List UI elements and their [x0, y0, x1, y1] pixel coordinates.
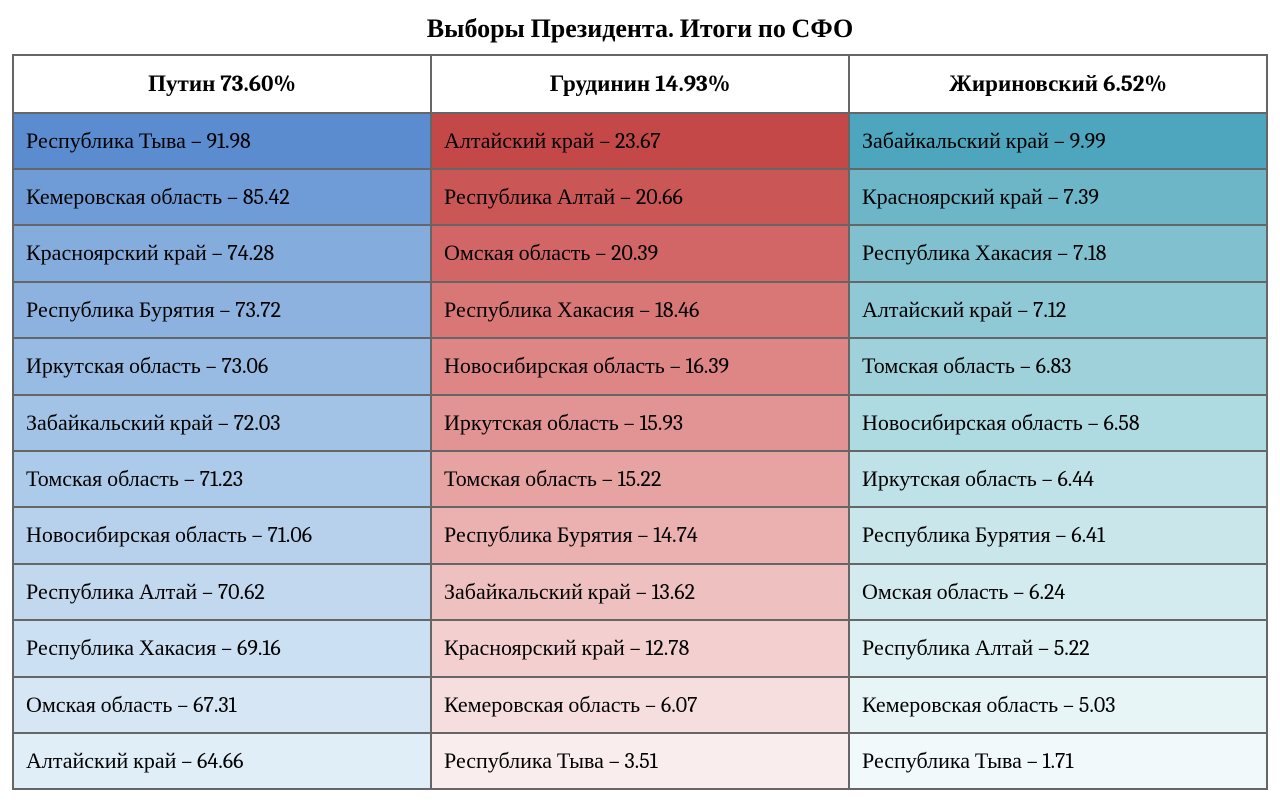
table-cell: Республика Тыва – 1.71	[849, 733, 1267, 789]
table-cell: Томская область – 15.22	[431, 451, 849, 507]
table-row: Новосибирская область – 71.06Республика …	[13, 507, 1267, 563]
table-cell: Республика Бурятия – 73.72	[13, 282, 431, 338]
table-cell: Томская область – 6.83	[849, 338, 1267, 394]
table-cell: Алтайский край – 23.67	[431, 113, 849, 169]
table-cell: Республика Бурятия – 6.41	[849, 507, 1267, 563]
table-cell: Республика Алтай – 20.66	[431, 169, 849, 225]
col-header-0: Путин 73.60%	[13, 55, 431, 113]
table-row: Республика Тыва – 91.98Алтайский край – …	[13, 113, 1267, 169]
table-row: Кемеровская область – 85.42Республика Ал…	[13, 169, 1267, 225]
page-title: Выборы Президента. Итоги по СФО	[12, 8, 1268, 54]
table-cell: Иркутская область – 73.06	[13, 338, 431, 394]
table-cell: Республика Алтай – 5.22	[849, 620, 1267, 676]
table-cell: Алтайский край – 7.12	[849, 282, 1267, 338]
table-row: Томская область – 71.23Томская область –…	[13, 451, 1267, 507]
table-row: Алтайский край – 64.66Республика Тыва – …	[13, 733, 1267, 789]
table-cell: Иркутская область – 15.93	[431, 395, 849, 451]
table-cell: Томская область – 71.23	[13, 451, 431, 507]
table-cell: Республика Хакасия – 18.46	[431, 282, 849, 338]
table-cell: Омская область – 20.39	[431, 225, 849, 281]
table-row: Республика Алтай – 70.62Забайкальский кр…	[13, 564, 1267, 620]
table-cell: Кемеровская область – 85.42	[13, 169, 431, 225]
table-row: Омская область – 67.31Кемеровская област…	[13, 677, 1267, 733]
table-row: Забайкальский край – 72.03Иркутская обла…	[13, 395, 1267, 451]
col-header-1: Грудинин 14.93%	[431, 55, 849, 113]
table-row: Республика Хакасия – 69.16Красноярский к…	[13, 620, 1267, 676]
table-cell: Красноярский край – 7.39	[849, 169, 1267, 225]
table-cell: Красноярский край – 12.78	[431, 620, 849, 676]
table-cell: Алтайский край – 64.66	[13, 733, 431, 789]
table-cell: Республика Алтай – 70.62	[13, 564, 431, 620]
table-row: Республика Бурятия – 73.72Республика Хак…	[13, 282, 1267, 338]
table-cell: Республика Тыва – 3.51	[431, 733, 849, 789]
table-cell: Новосибирская область – 71.06	[13, 507, 431, 563]
table-cell: Республика Хакасия – 7.18	[849, 225, 1267, 281]
table-cell: Забайкальский край – 13.62	[431, 564, 849, 620]
table-cell: Новосибирская область – 16.39	[431, 338, 849, 394]
table-row: Иркутская область – 73.06Новосибирская о…	[13, 338, 1267, 394]
table-cell: Красноярский край – 74.28	[13, 225, 431, 281]
table-cell: Иркутская область – 6.44	[849, 451, 1267, 507]
table-cell: Кемеровская область – 5.03	[849, 677, 1267, 733]
table-row: Красноярский край – 74.28Омская область …	[13, 225, 1267, 281]
table-cell: Кемеровская область – 6.07	[431, 677, 849, 733]
table-cell: Новосибирская область – 6.58	[849, 395, 1267, 451]
header-row: Путин 73.60% Грудинин 14.93% Жириновский…	[13, 55, 1267, 113]
table-cell: Республика Тыва – 91.98	[13, 113, 431, 169]
table-cell: Омская область – 6.24	[849, 564, 1267, 620]
table-cell: Республика Бурятия – 14.74	[431, 507, 849, 563]
table-cell: Омская область – 67.31	[13, 677, 431, 733]
table-cell: Забайкальский край – 72.03	[13, 395, 431, 451]
table-cell: Забайкальский край – 9.99	[849, 113, 1267, 169]
col-header-2: Жириновский 6.52%	[849, 55, 1267, 113]
table-cell: Республика Хакасия – 69.16	[13, 620, 431, 676]
results-table: Путин 73.60% Грудинин 14.93% Жириновский…	[12, 54, 1268, 790]
